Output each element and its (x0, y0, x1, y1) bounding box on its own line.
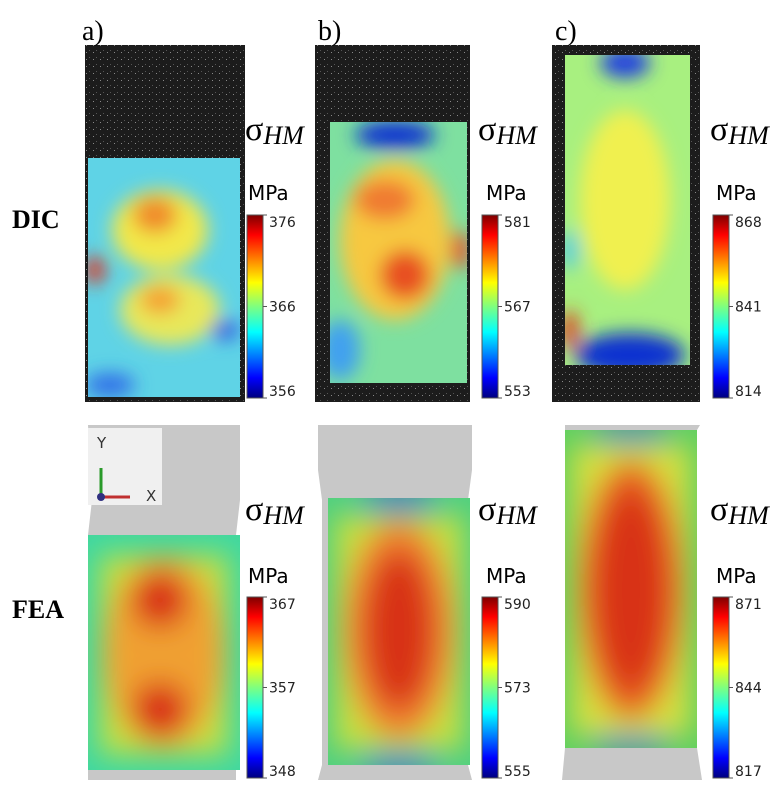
panel-label: a) (82, 16, 104, 47)
dic-map-c (552, 45, 700, 402)
symbol: σ (245, 111, 263, 148)
tick-label: 348 (269, 764, 296, 780)
fea-map-c (562, 425, 702, 780)
tick-label: 366 (269, 300, 296, 316)
subscript: HM (262, 121, 305, 150)
panel-label: b) (318, 16, 341, 47)
figure: Y X a)b)c)DICσHMMPa376366356σHMMPa581567… (0, 0, 779, 785)
colorbar (247, 597, 263, 778)
panel-label: c) (555, 16, 577, 47)
fea-map-a (88, 425, 240, 780)
dic-map-b (315, 45, 470, 402)
stress-symbol: σHM (245, 491, 305, 530)
symbol: σ (710, 111, 728, 148)
stress-symbol: σHM (478, 491, 538, 530)
symbol: σ (710, 491, 728, 528)
unit: MPa (486, 564, 527, 588)
stress-symbol: σHM (710, 491, 770, 530)
unit: MPa (486, 181, 527, 205)
unit: MPa (248, 181, 289, 205)
row-label: FEA (12, 595, 64, 624)
row-label: DIC (12, 205, 60, 234)
tick-label: 844 (735, 681, 762, 697)
subscript: HM (727, 501, 770, 530)
tick-label: 567 (504, 300, 531, 316)
subscript: HM (262, 501, 305, 530)
dic-map-a (85, 45, 245, 402)
stress-symbol: σHM (245, 111, 305, 150)
symbol: σ (478, 491, 496, 528)
tick-label: 581 (504, 215, 531, 231)
tick-label: 871 (735, 597, 762, 613)
symbol: σ (478, 111, 496, 148)
tick-label: 814 (735, 384, 762, 400)
tick-label: 841 (735, 300, 762, 316)
tick-label: 817 (735, 764, 762, 780)
subscript: HM (727, 121, 770, 150)
symbol: σ (245, 491, 263, 528)
tick-label: 367 (269, 597, 296, 613)
colorbar (482, 215, 498, 398)
tick-label: 590 (504, 597, 531, 613)
subscript: HM (495, 121, 538, 150)
tick-label: 357 (269, 681, 296, 697)
colorbar (482, 597, 498, 778)
tick-label: 868 (735, 215, 762, 231)
subscript: HM (495, 501, 538, 530)
unit: MPa (248, 564, 289, 588)
tick-label: 553 (504, 384, 531, 400)
fea-map-b (318, 425, 472, 780)
stress-symbol: σHM (710, 111, 770, 150)
axis-label: Y (96, 434, 107, 452)
colorbar (247, 215, 263, 398)
colorbar (713, 597, 729, 778)
tick-label: 356 (269, 384, 296, 400)
unit: MPa (716, 181, 757, 205)
tick-label: 573 (504, 681, 531, 697)
colorbar (713, 215, 729, 398)
tick-label: 376 (269, 215, 296, 231)
stress-symbol: σHM (478, 111, 538, 150)
unit: MPa (716, 564, 757, 588)
tick-label: 555 (504, 764, 531, 780)
axis-label: X (146, 487, 156, 505)
